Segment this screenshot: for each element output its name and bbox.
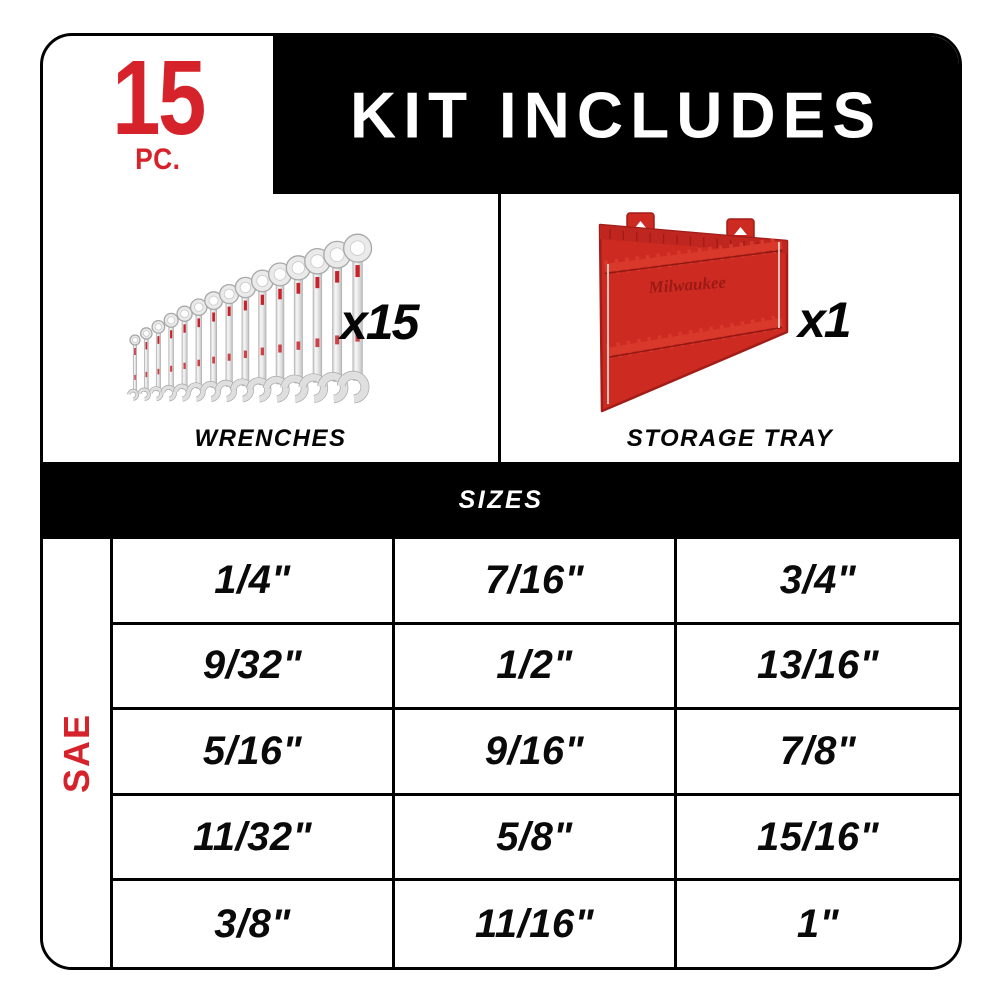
kit-header: 15 PC. KIT INCLUDES	[43, 36, 959, 194]
wrenches-label: WRENCHES	[194, 425, 347, 452]
size-cell: 5/8"	[395, 795, 677, 882]
tray-label: STORAGE TRAY	[626, 425, 834, 452]
kit-card: 15 PC. KIT INCLUDES x15 WRENCHES	[40, 33, 962, 970]
wrenches-image	[127, 233, 373, 404]
size-cell: 13/16"	[677, 625, 959, 711]
size-cell: 1"	[796, 901, 840, 946]
size-cell: 3/4"	[677, 539, 959, 625]
size-cell: 11/32"	[113, 795, 395, 882]
size-cell: 1/4"	[113, 539, 395, 625]
kit-title: KIT INCLUDES	[350, 78, 882, 152]
wrenches-panel: x15 WRENCHES	[43, 194, 501, 462]
tray-upper-rail	[604, 237, 783, 276]
sae-column: SAE	[43, 539, 113, 967]
piece-count: 15	[112, 39, 206, 158]
storage-tray-image: Milwaukee	[598, 212, 789, 413]
size-cell: 15/16"	[677, 796, 959, 882]
kit-items-row: x15 WRENCHES	[43, 194, 959, 462]
size-cell: 1/2"	[395, 624, 677, 711]
sizes-grid: 1/4" 7/16" 3/4" 9/32" 1/2" 13/16" 5/16" …	[113, 539, 959, 967]
sizes-table: SAE 1/4" 7/16" 3/4" 9/32" 1/2" 13/16" 5/…	[43, 539, 959, 967]
size-cell: 11/16"	[395, 881, 677, 967]
size-cell: 3/8"	[113, 881, 395, 967]
size-cell: 7/8"	[677, 710, 959, 796]
wrenches-quantity: x15	[340, 294, 419, 350]
sizes-title: SIZES	[458, 486, 544, 514]
size-cell: 7/16"	[395, 539, 677, 625]
wrench-set	[127, 233, 373, 404]
storage-tray-panel: Milwaukee x1 STORAGE TRAY	[501, 194, 959, 462]
tray-lower-rail	[605, 314, 784, 360]
piece-count-box: 15 PC.	[43, 36, 273, 194]
sizes-bar: SIZES	[43, 462, 959, 539]
sae-label: SAE	[55, 712, 97, 794]
size-cell: 9/32"	[113, 624, 395, 711]
size-cell: 5/16"	[113, 710, 395, 796]
tray-quantity: x1	[798, 292, 852, 348]
piece-unit: PC.	[135, 142, 181, 176]
size-cell: 9/16"	[395, 710, 677, 796]
